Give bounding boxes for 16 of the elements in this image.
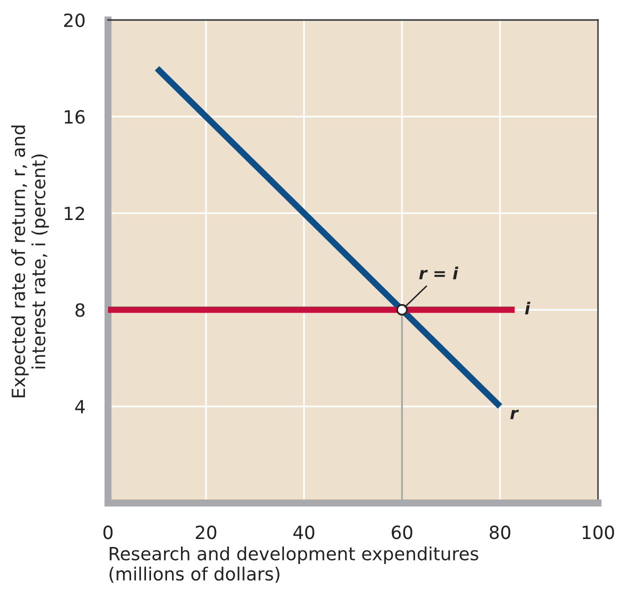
x-tick-label: 80 (490, 526, 510, 540)
x-tick-label: 40 (293, 526, 314, 540)
y-axis-title: Expected rate of return, r, and interest rate, i (percent) (11, 126, 49, 398)
x-tick-label: 100 (582, 526, 614, 540)
x-tick-label: 0 (103, 526, 113, 540)
y-tick-label: 4 (75, 400, 85, 414)
y-tick-label: 12 (64, 206, 84, 220)
y-tick-label: 20 (64, 13, 85, 28)
x-tick-label: 20 (196, 526, 216, 540)
series-label: i (525, 302, 530, 314)
x-axis-title: Research and development expenditures (millions of dollars) (110, 546, 478, 583)
y-tick-label: 16 (64, 110, 85, 124)
x-tick-label: 60 (392, 526, 412, 540)
y-tick-label: 8 (76, 303, 85, 317)
annotation: r = i (419, 266, 458, 280)
series-label: r (510, 410, 519, 420)
